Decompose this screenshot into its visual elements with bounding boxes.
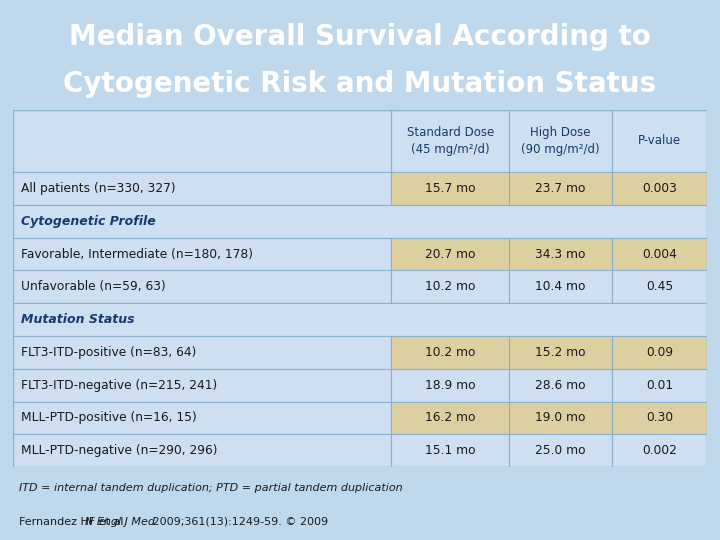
Bar	[509, 434, 612, 467]
Text: 28.6 mo: 28.6 mo	[535, 379, 586, 392]
Text: ITD = internal tandem duplication; PTD = partial tandem duplication: ITD = internal tandem duplication; PTD =…	[19, 483, 402, 492]
Bar	[13, 434, 391, 467]
Text: 10.4 mo: 10.4 mo	[536, 280, 586, 293]
Text: Cytogenetic Profile: Cytogenetic Profile	[22, 215, 156, 228]
Text: Unfavorable (n=59, 63): Unfavorable (n=59, 63)	[22, 280, 166, 293]
Bar	[13, 110, 707, 172]
Bar	[391, 336, 509, 369]
Text: 23.7 mo: 23.7 mo	[536, 182, 586, 195]
Text: MLL-PTD-positive (n=16, 15): MLL-PTD-positive (n=16, 15)	[22, 411, 197, 424]
Bar	[509, 369, 612, 402]
Text: Mutation Status: Mutation Status	[22, 313, 135, 326]
Text: Favorable, Intermediate (n=180, 178): Favorable, Intermediate (n=180, 178)	[22, 248, 253, 261]
Text: 0.45: 0.45	[646, 280, 673, 293]
Text: 0.004: 0.004	[642, 248, 677, 261]
Bar	[391, 402, 509, 434]
Bar	[13, 238, 391, 271]
Bar	[391, 110, 509, 172]
Bar	[13, 110, 391, 172]
Bar	[13, 172, 391, 205]
Text: 0.003: 0.003	[642, 182, 677, 195]
Text: Fernandez HF et al.: Fernandez HF et al.	[19, 517, 130, 527]
Text: 2009;361(13):1249-59. © 2009: 2009;361(13):1249-59. © 2009	[149, 517, 328, 527]
Text: 0.002: 0.002	[642, 444, 677, 457]
Text: 20.7 mo: 20.7 mo	[425, 248, 475, 261]
Bar	[509, 238, 612, 271]
Text: MLL-PTD-negative (n=290, 296): MLL-PTD-negative (n=290, 296)	[22, 444, 217, 457]
Bar	[13, 271, 391, 303]
Text: FLT3-ITD-positive (n=83, 64): FLT3-ITD-positive (n=83, 64)	[22, 346, 197, 359]
Bar	[612, 369, 707, 402]
Bar	[13, 205, 707, 238]
Text: 15.2 mo: 15.2 mo	[535, 346, 586, 359]
Text: 0.30: 0.30	[646, 411, 673, 424]
Text: 19.0 mo: 19.0 mo	[536, 411, 586, 424]
Bar	[612, 271, 707, 303]
Bar	[13, 369, 391, 402]
Text: High Dose
(90 mg/m²/d): High Dose (90 mg/m²/d)	[521, 126, 600, 156]
Text: Standard Dose
(45 mg/m²/d): Standard Dose (45 mg/m²/d)	[407, 126, 494, 156]
Bar	[612, 434, 707, 467]
Text: 0.09: 0.09	[646, 346, 673, 359]
Bar	[509, 402, 612, 434]
Bar	[612, 402, 707, 434]
Bar	[509, 172, 612, 205]
Text: Median Overall Survival According to: Median Overall Survival According to	[69, 23, 651, 51]
Text: P-value: P-value	[638, 134, 681, 147]
Text: 15.7 mo: 15.7 mo	[425, 182, 475, 195]
Text: 10.2 mo: 10.2 mo	[425, 346, 475, 359]
Bar	[612, 238, 707, 271]
Text: 16.2 mo: 16.2 mo	[425, 411, 475, 424]
Text: 18.9 mo: 18.9 mo	[425, 379, 475, 392]
Bar	[612, 336, 707, 369]
Bar	[391, 271, 509, 303]
Bar	[13, 336, 391, 369]
Text: 15.1 mo: 15.1 mo	[425, 444, 475, 457]
Bar	[391, 369, 509, 402]
Bar	[391, 172, 509, 205]
Bar	[612, 110, 707, 172]
Text: Cytogenetic Risk and Mutation Status: Cytogenetic Risk and Mutation Status	[63, 70, 657, 98]
Bar	[13, 402, 391, 434]
Text: FLT3-ITD-negative (n=215, 241): FLT3-ITD-negative (n=215, 241)	[22, 379, 217, 392]
Bar	[509, 271, 612, 303]
Text: 0.01: 0.01	[646, 379, 673, 392]
Bar	[13, 303, 707, 336]
Bar	[391, 238, 509, 271]
Text: 10.2 mo: 10.2 mo	[425, 280, 475, 293]
Text: N Engl J Med: N Engl J Med	[85, 517, 155, 527]
Text: 25.0 mo: 25.0 mo	[535, 444, 586, 457]
Bar	[391, 434, 509, 467]
Bar	[612, 172, 707, 205]
Text: 34.3 mo: 34.3 mo	[536, 248, 586, 261]
Bar	[509, 110, 612, 172]
Bar	[509, 336, 612, 369]
Text: All patients (n=330, 327): All patients (n=330, 327)	[22, 182, 176, 195]
